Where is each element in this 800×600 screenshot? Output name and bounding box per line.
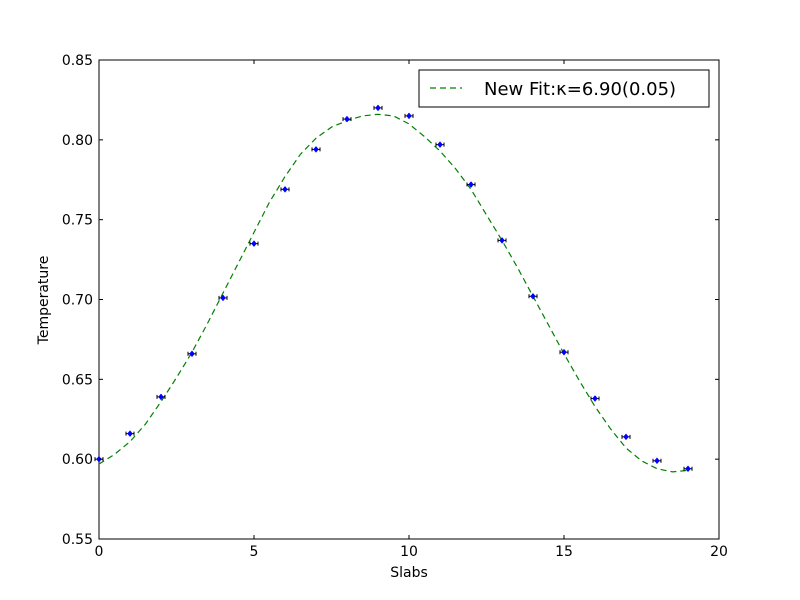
data-point [621, 433, 631, 441]
y-axis-label: Temperature [36, 256, 52, 346]
x-tick-label: 0 [95, 544, 104, 560]
data-point [497, 237, 507, 244]
x-tick-label: 5 [250, 544, 259, 560]
data-point [652, 457, 662, 465]
y-tick-label: 0.85 [62, 53, 93, 69]
legend: New Fit:κ=6.90(0.05) [418, 69, 710, 108]
legend-fit-label: New Fit:κ=6.90(0.05) [484, 79, 676, 100]
data-point [404, 112, 414, 120]
data-points-layer [94, 104, 693, 473]
y-tick-label: 0.70 [62, 293, 93, 309]
data-point [280, 185, 290, 193]
y-tick-label: 0.80 [62, 133, 93, 149]
data-point [683, 465, 693, 473]
y-tick-label: 0.55 [62, 532, 93, 548]
y-tick-label: 0.65 [62, 372, 93, 388]
data-point [435, 141, 445, 149]
data-point [373, 104, 383, 112]
data-point [156, 393, 166, 401]
data-point [528, 292, 538, 300]
ticks-layer: 0 5 10 15 20 0.55 0.60 0.65 0.70 0.75 0.80 0.85 [62, 53, 728, 560]
data-point [590, 395, 600, 402]
data-point [218, 294, 228, 302]
data-point [187, 350, 197, 358]
x-axis-label: Slabs [390, 565, 428, 581]
data-point [125, 430, 135, 438]
legend-box [418, 69, 710, 108]
data-point [559, 348, 569, 356]
y-tick-label: 0.60 [62, 452, 93, 468]
plot-frame [98, 59, 720, 540]
x-tick-label: 15 [555, 544, 573, 560]
x-tick-label: 20 [710, 544, 728, 560]
data-point [342, 115, 352, 123]
x-tick-label: 10 [400, 544, 418, 560]
data-point [249, 240, 259, 248]
y-tick-label: 0.75 [62, 213, 93, 229]
data-point [466, 181, 476, 188]
data-point [311, 146, 321, 153]
plot-area [98, 59, 720, 540]
